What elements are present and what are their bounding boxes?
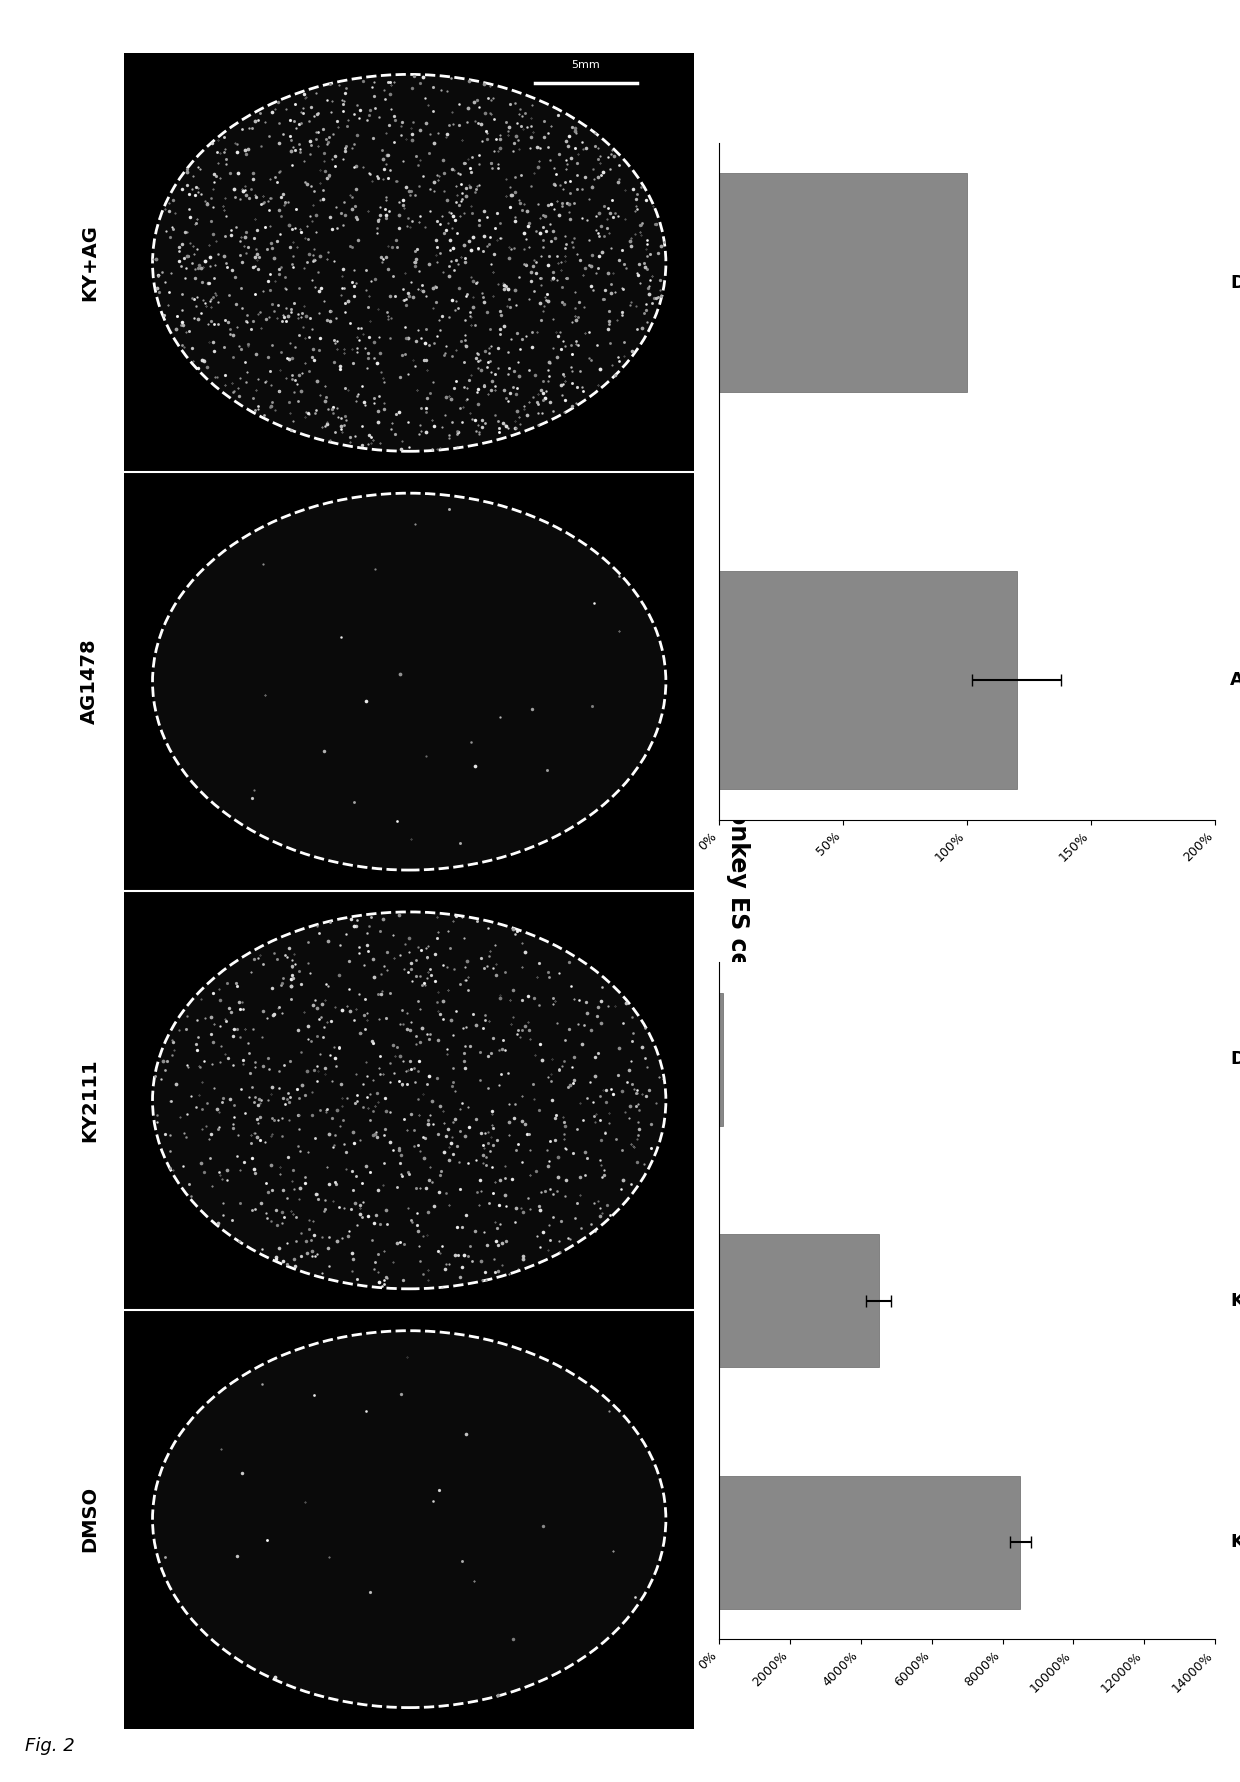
Bar: [719, 570, 1017, 789]
Ellipse shape: [153, 1331, 666, 1707]
Text: KY+AG: KY+AG: [1230, 1533, 1240, 1552]
Ellipse shape: [153, 494, 666, 870]
Text: KY2111: KY2111: [81, 1059, 99, 1142]
Bar: [719, 993, 723, 1126]
Text: AG1478: AG1478: [81, 638, 99, 725]
Text: DMSO: DMSO: [1230, 274, 1240, 292]
Bar: [719, 1475, 1021, 1609]
Text: KY+AG: KY+AG: [81, 225, 99, 301]
Ellipse shape: [153, 75, 666, 451]
Text: 5mm: 5mm: [572, 61, 600, 69]
Text: Fig. 2: Fig. 2: [25, 1737, 74, 1755]
Text: KY: KY: [1230, 1292, 1240, 1310]
Bar: [719, 173, 967, 392]
Ellipse shape: [153, 912, 666, 1288]
Text: DMSO: DMSO: [81, 1486, 99, 1552]
Text: AG: AG: [1230, 670, 1240, 688]
Text: (Monkey ES cells): (Monkey ES cells): [725, 773, 750, 1009]
Bar: [719, 1235, 879, 1367]
Text: DMSO: DMSO: [1230, 1050, 1240, 1069]
